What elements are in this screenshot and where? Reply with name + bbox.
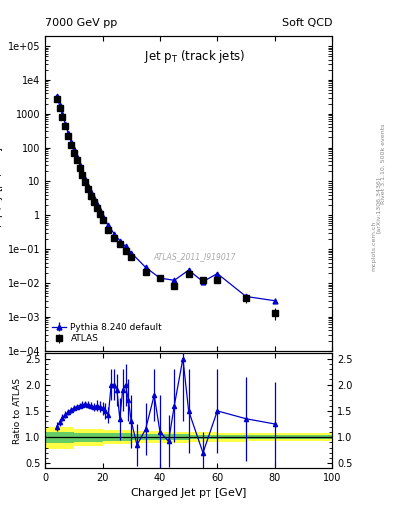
Legend: Pythia 8.240 default, ATLAS: Pythia 8.240 default, ATLAS [50,320,165,346]
Text: Jet p$_{\rm T}$ (track jets): Jet p$_{\rm T}$ (track jets) [144,49,245,66]
X-axis label: Charged Jet p$_{\rm T}$ [GeV]: Charged Jet p$_{\rm T}$ [GeV] [130,486,247,500]
Text: mcplots.cern.ch: mcplots.cern.ch [372,221,376,271]
Text: ATLAS_2011_I919017: ATLAS_2011_I919017 [153,252,236,261]
Y-axis label: Ratio to ATLAS: Ratio to ATLAS [13,378,22,444]
Y-axis label: d$\sigma$/dp$_{\rm T}$dy [$\mu$b/GeV]: d$\sigma$/dp$_{\rm T}$dy [$\mu$b/GeV] [0,147,5,240]
Text: Rivet 3.1.10, 500k events: Rivet 3.1.10, 500k events [381,124,386,204]
Text: [arXiv:1306.3436]: [arXiv:1306.3436] [376,177,381,233]
Text: Soft QCD: Soft QCD [282,18,332,28]
Text: 7000 GeV pp: 7000 GeV pp [45,18,118,28]
